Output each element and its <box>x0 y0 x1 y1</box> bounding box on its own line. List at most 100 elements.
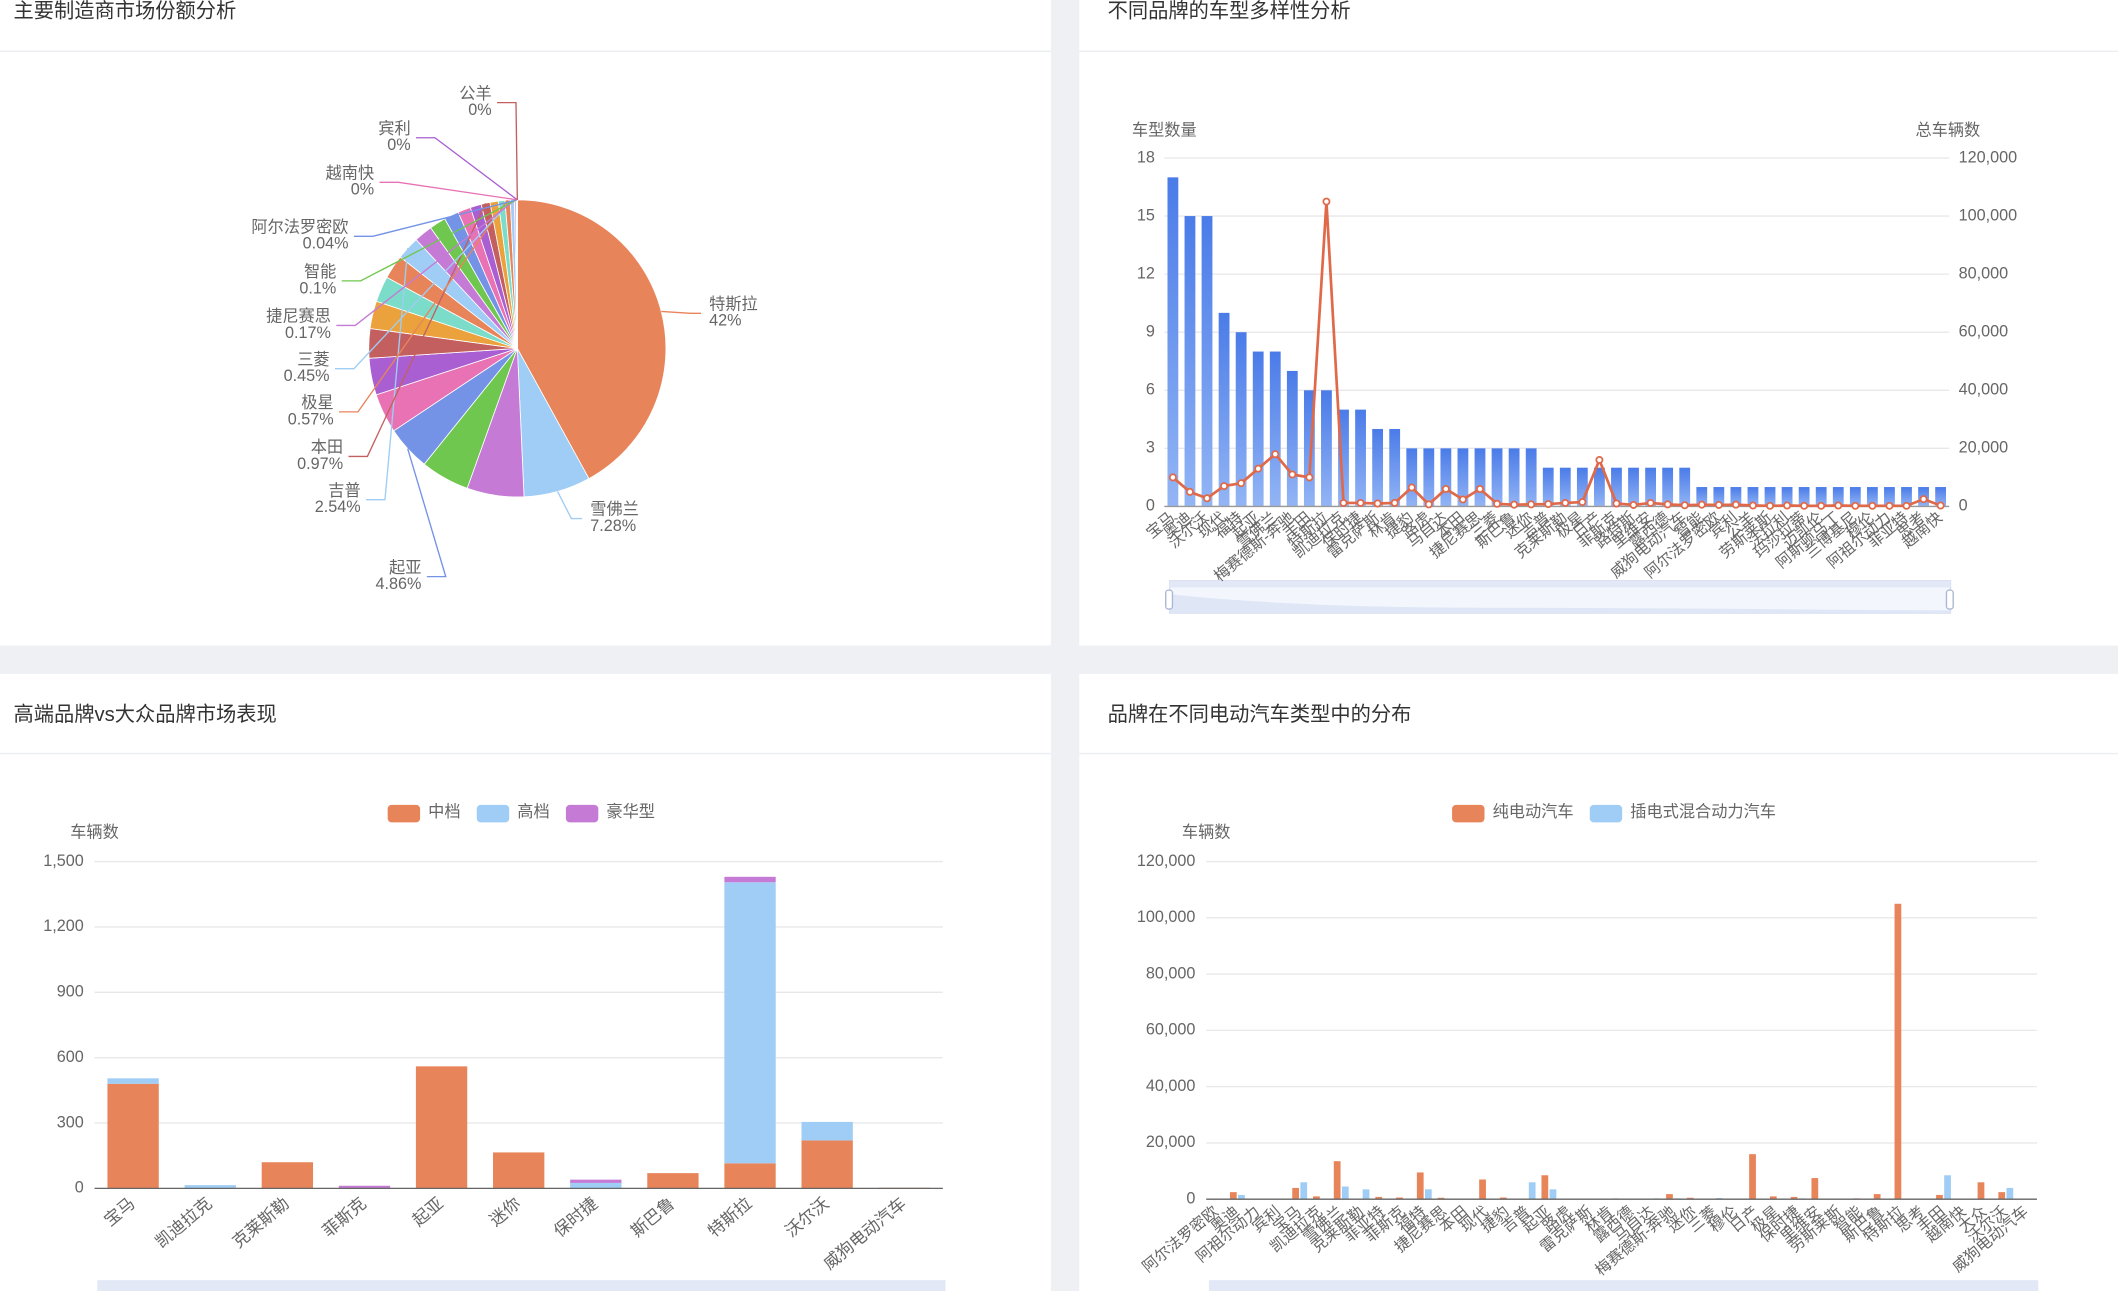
bar <box>1499 1197 1507 1200</box>
bar <box>1201 216 1213 507</box>
bar <box>1576 467 1588 507</box>
line-point <box>1510 500 1519 509</box>
bar-segment <box>724 876 776 883</box>
line-point <box>1185 487 1194 496</box>
panel-title: 品牌在不同电动汽车类型中的分布 <box>1108 703 1412 726</box>
slice-value-label: 0.1% <box>299 279 336 297</box>
line-point <box>1646 498 1655 507</box>
y-tick-label: 40,000 <box>1959 381 2009 399</box>
bar <box>1525 448 1537 507</box>
y-tick-label: 100,000 <box>1137 908 1196 926</box>
legend-swatch <box>565 804 599 823</box>
leader-line <box>497 101 519 200</box>
line-point <box>1680 501 1689 510</box>
bar <box>1749 1154 1756 1200</box>
line-point <box>1254 464 1263 473</box>
y-tick-label: 0 <box>1186 1189 1195 1207</box>
bar <box>1375 1196 1383 1200</box>
legend-swatch <box>387 804 421 823</box>
y-tick-label: 1,200 <box>43 917 84 935</box>
slice-label: 智能 <box>304 263 336 281</box>
slice-label: 雪佛兰 <box>590 501 639 519</box>
line-point <box>1629 500 1638 509</box>
line-point <box>1544 500 1553 509</box>
zoom-handle[interactable] <box>1165 589 1174 610</box>
bar <box>1764 487 1776 507</box>
line-point <box>1800 501 1809 510</box>
y-tick-label: 1,500 <box>43 852 84 870</box>
bar <box>1355 409 1366 507</box>
bar <box>1628 467 1639 507</box>
panel-title: 不同品牌的车型多样性分析 <box>1108 0 1351 22</box>
bar <box>1300 1182 1308 1200</box>
bar <box>1696 487 1708 507</box>
bar <box>1406 448 1418 507</box>
bar <box>1832 487 1844 507</box>
slice-label: 阿尔法罗密欧 <box>251 219 348 237</box>
leader-line <box>336 199 516 327</box>
bar <box>1884 487 1895 507</box>
bar-segment <box>647 1173 699 1189</box>
bar <box>1815 487 1827 507</box>
line-point <box>1407 483 1416 492</box>
bar <box>1491 448 1503 507</box>
bar <box>1338 409 1349 507</box>
slice-label: 极星 <box>301 394 333 412</box>
bar <box>1977 1182 1985 1200</box>
bar <box>1218 312 1230 507</box>
bar <box>1528 1182 1536 1200</box>
y-tick-label: 9 <box>1146 322 1155 340</box>
slice-value-label: 0% <box>387 136 410 154</box>
zoom-handle-bar[interactable] <box>1169 580 1951 588</box>
line-point <box>1441 485 1450 493</box>
line-point <box>1271 450 1280 459</box>
bar <box>1341 1186 1349 1200</box>
slice-label: 捷尼赛思 <box>266 307 331 326</box>
bar <box>1440 448 1452 507</box>
bar-segment <box>107 1083 159 1189</box>
leader-line <box>379 181 518 201</box>
y-axis-title: 车辆数 <box>1182 823 1231 841</box>
bar <box>1866 487 1878 507</box>
bar <box>1286 370 1298 507</box>
legend-swatch <box>1589 804 1623 823</box>
bar <box>1798 487 1810 507</box>
y-tick-label: 20,000 <box>1146 1133 1196 1151</box>
line-point <box>1868 501 1877 510</box>
leader-line <box>339 199 509 413</box>
slice-label: 三菱 <box>297 351 329 369</box>
bar <box>1229 1192 1237 1200</box>
bar <box>1479 1179 1486 1200</box>
line-point <box>1834 501 1843 510</box>
bar <box>1252 351 1264 507</box>
bar <box>1679 467 1691 507</box>
bar <box>2006 1187 2014 1200</box>
bar <box>1313 1196 1320 1200</box>
zoom-handle[interactable] <box>1945 589 1954 610</box>
leader-line <box>366 247 409 501</box>
bar <box>1849 487 1861 507</box>
zoom-slider[interactable] <box>97 1280 946 1291</box>
y-tick-label: 40,000 <box>1146 1077 1196 1095</box>
legend-label: 高档 <box>517 803 549 821</box>
legend-swatch <box>476 804 510 823</box>
panel-title: 高端品牌vs大众品牌市场表现 <box>14 703 277 726</box>
leader-line <box>416 137 518 201</box>
legend-swatch <box>1452 804 1485 823</box>
slice-value-label: 0.45% <box>284 367 330 385</box>
bar <box>1508 448 1520 507</box>
zoom-slider[interactable] <box>1208 1280 2039 1291</box>
y2-axis-title: 总车辆数 <box>1915 121 1980 139</box>
legend-label: 豪华型 <box>606 802 655 821</box>
y-tick-label: 0 <box>75 1179 84 1197</box>
legend-label: 纯电动汽车 <box>1493 803 1574 821</box>
y-tick-label: 0 <box>1959 497 1968 515</box>
bar <box>1424 1189 1432 1200</box>
zoom-preview <box>1169 594 1951 614</box>
line-point <box>1373 499 1382 508</box>
slice-value-label: 0% <box>468 101 491 119</box>
line-point <box>1390 498 1399 507</box>
line-series <box>1172 201 1942 508</box>
line-point <box>1288 470 1297 479</box>
bar <box>1292 1187 1300 1200</box>
